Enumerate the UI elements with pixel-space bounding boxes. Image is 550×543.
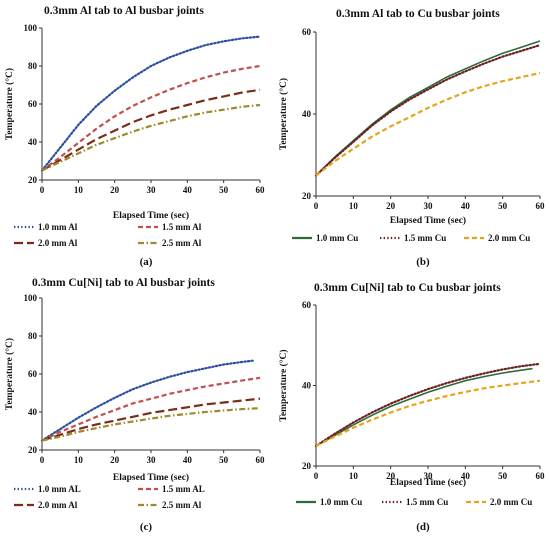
x-tick-label: 60 xyxy=(256,455,266,465)
chart-title: 0.3mm Al tab to Cu busbar joints xyxy=(336,8,500,20)
y-tick-label: 100 xyxy=(24,23,38,33)
y-tick-label: 20 xyxy=(302,191,312,201)
x-tick-label: 50 xyxy=(498,201,508,211)
y-axis-label: Temperature (°C) xyxy=(278,349,289,421)
x-tick-label: 40 xyxy=(183,455,193,465)
y-tick-label: 20 xyxy=(302,461,312,471)
y-axis-label: Temperature (°C) xyxy=(278,78,289,150)
x-tick-label: 20 xyxy=(386,471,396,481)
y-tick-label: 100 xyxy=(24,293,38,303)
series-line-4 xyxy=(41,103,261,172)
y-tick-label: 20 xyxy=(28,175,38,185)
x-tick-label: 30 xyxy=(147,185,157,195)
legend-label: 1.0 mm Al xyxy=(38,222,78,232)
legend-label: 2.5 mm Al xyxy=(162,238,202,248)
series-line-2 xyxy=(41,376,261,442)
x-tick-label: 20 xyxy=(110,185,120,195)
series-line-4 xyxy=(41,407,261,442)
legend-label: 2.0 mm Cu xyxy=(488,233,530,243)
y-tick-label: 40 xyxy=(302,109,312,119)
legend-label: 2.0 mm Al xyxy=(38,238,78,248)
x-tick-label: 20 xyxy=(110,455,120,465)
x-tick-label: 0 xyxy=(40,185,45,195)
panel-label: (d) xyxy=(416,521,430,533)
y-tick-label: 40 xyxy=(28,137,38,147)
series-line-3 xyxy=(41,88,261,172)
x-tick-label: 20 xyxy=(386,201,396,211)
series-line-1 xyxy=(40,359,254,442)
series-line-2 xyxy=(314,43,542,177)
y-tick-label: 20 xyxy=(28,445,38,455)
x-tick-label: 60 xyxy=(536,201,546,211)
chart-panel-b: 0.3mm Al tab to Cu busbar joints 20 40 60 0 1… xyxy=(278,8,545,268)
x-axis-label: Elapsed Time (sec) xyxy=(390,477,466,488)
x-tick-label: 40 xyxy=(461,201,471,211)
legend-label: 1.5 mm Cu xyxy=(404,233,446,243)
x-tick-label: 60 xyxy=(256,185,266,195)
legend-label: 2.0 mm Cu xyxy=(490,497,532,507)
legend-label: 1.0 mm AL xyxy=(38,484,81,494)
y-axis-label: Temperature (°C) xyxy=(4,338,15,410)
x-tick-label: 30 xyxy=(147,455,157,465)
y-tick-label: 40 xyxy=(302,381,312,391)
y-tick-label: 80 xyxy=(28,331,38,341)
x-tick-label: 60 xyxy=(536,471,546,481)
x-tick-label: 30 xyxy=(424,201,434,211)
chart-panel-d: 0.3mm Cu[Ni] tab to Cu busbar joints 20 40… xyxy=(278,282,545,533)
legend-label: 1.5 mm Al xyxy=(162,222,202,232)
x-tick-label: 10 xyxy=(74,185,84,195)
legend-label: 2.5 mm Al xyxy=(162,500,202,510)
panel-label: (b) xyxy=(416,256,430,268)
x-tick-label: 0 xyxy=(314,201,319,211)
x-tick-label: 0 xyxy=(314,471,319,481)
x-tick-label: 10 xyxy=(349,471,359,481)
x-axis-label: Elapsed Time (sec) xyxy=(390,215,466,226)
x-tick-label: 10 xyxy=(349,201,359,211)
legend-label: 1.5 mm AL xyxy=(162,484,205,494)
series-line-1 xyxy=(40,35,262,172)
chart-title: 0.3mm Cu[Ni] tab to Cu busbar joints xyxy=(314,282,501,294)
series-line-3 xyxy=(315,71,541,177)
x-axis-label: Elapsed Time (sec) xyxy=(113,472,189,483)
panel-label: (c) xyxy=(140,521,153,533)
series-line-3 xyxy=(41,397,261,442)
x-tick-label: 50 xyxy=(498,471,508,481)
x-tick-label: 40 xyxy=(183,185,193,195)
chart-panel-a: 0.3mm Al tab to Al busbar joints 20 40 60 80… xyxy=(4,5,265,268)
legend-label: 2.0 mm Al xyxy=(38,500,78,510)
y-tick-label: 60 xyxy=(28,99,38,109)
legend-label: 1.5 mm Cu xyxy=(406,497,448,507)
chart-title: 0.3mm Al tab to Al busbar joints xyxy=(44,5,204,17)
chart-panel-c: 0.3mm Cu[Ni] tab to Al busbar joints 20 40… xyxy=(4,277,265,533)
x-tick-label: 0 xyxy=(40,455,45,465)
y-tick-label: 60 xyxy=(302,27,312,37)
series-line-2 xyxy=(41,64,261,172)
y-tick-label: 60 xyxy=(28,369,38,379)
x-tick-label: 10 xyxy=(74,455,84,465)
x-axis-label: Elapsed Time (sec) xyxy=(113,210,189,221)
y-tick-label: 60 xyxy=(302,300,312,310)
x-tick-label: 40 xyxy=(461,471,471,481)
legend-label: 1.0 mm Cu xyxy=(316,233,358,243)
y-axis-label: Temperature (°C) xyxy=(4,68,15,140)
x-tick-label: 50 xyxy=(219,455,229,465)
x-tick-label: 30 xyxy=(424,471,434,481)
y-tick-label: 80 xyxy=(28,61,38,71)
chart-title: 0.3mm Cu[Ni] tab to Al busbar joints xyxy=(32,277,215,289)
panel-label: (a) xyxy=(140,256,153,268)
series-line-3 xyxy=(315,379,541,447)
series-line-1 xyxy=(315,367,533,447)
y-tick-label: 40 xyxy=(28,407,38,417)
x-tick-label: 50 xyxy=(219,185,229,195)
series-line-2 xyxy=(314,362,542,447)
legend-label: 1.0 mm Cu xyxy=(320,497,362,507)
